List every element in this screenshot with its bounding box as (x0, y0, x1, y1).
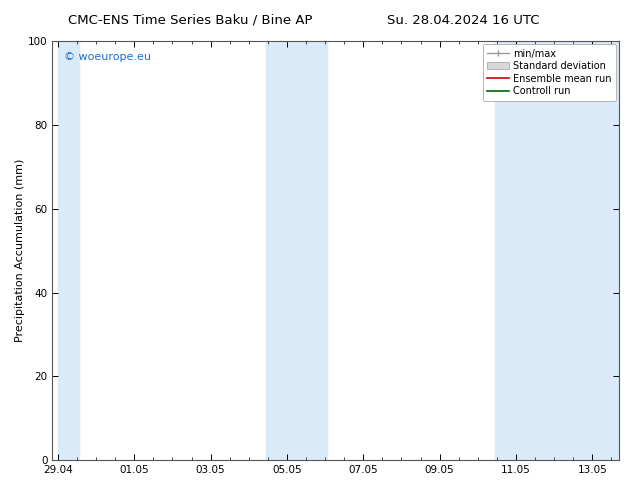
Text: Su. 28.04.2024 16 UTC: Su. 28.04.2024 16 UTC (387, 14, 539, 27)
Text: CMC-ENS Time Series Baku / Bine AP: CMC-ENS Time Series Baku / Bine AP (68, 14, 313, 27)
Bar (58, 41, 79, 460)
Bar (495, 41, 619, 460)
Y-axis label: Precipitation Accumulation (mm): Precipitation Accumulation (mm) (15, 159, 25, 343)
Bar (266, 41, 327, 460)
Legend: min/max, Standard deviation, Ensemble mean run, Controll run: min/max, Standard deviation, Ensemble me… (482, 44, 616, 101)
Text: © woeurope.eu: © woeurope.eu (63, 51, 151, 62)
